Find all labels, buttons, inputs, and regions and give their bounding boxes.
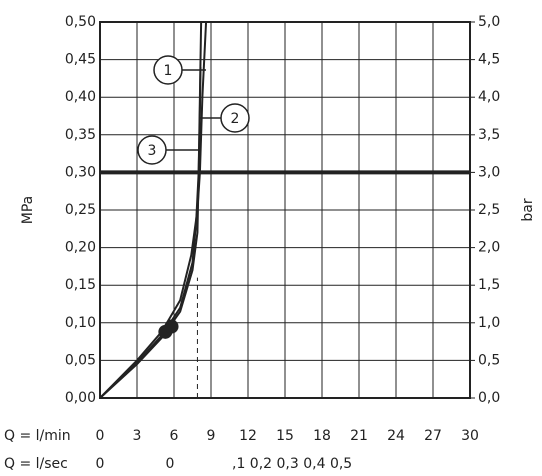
y2-tick-label: 4,5: [478, 52, 500, 68]
plot-frame: [99, 21, 471, 399]
series-label: 3: [148, 143, 157, 159]
x-tick-label: 12: [239, 428, 257, 444]
callout-circle: [220, 103, 250, 133]
callout-circle: [137, 135, 167, 165]
y-axis-title: MPa: [20, 196, 36, 224]
y2-tick-label: 4,0: [478, 89, 500, 105]
point: [164, 319, 179, 334]
y2-tick-label: 3,0: [478, 164, 500, 180]
y-tick-label: 0,40: [65, 89, 96, 105]
y-tick-label: 0,10: [65, 315, 96, 331]
y2-tick-label: 0,0: [478, 390, 500, 406]
x-tick-label: 15: [276, 428, 294, 444]
x-tick-label: 3: [133, 428, 142, 444]
series-label: 2: [231, 111, 240, 127]
y2-tick-label: 1,5: [478, 277, 500, 293]
callout-circle: [153, 55, 183, 85]
y-tick-label: 0,30: [65, 164, 96, 180]
y-tick-label: 0,05: [65, 352, 96, 368]
x-tick-label: 30: [461, 428, 479, 444]
x-tick-label: 9: [207, 428, 216, 444]
y-tick-label: 0,45: [65, 52, 96, 68]
y2-tick-label: 3,5: [478, 127, 500, 143]
secondary-x-text: 0: [96, 456, 105, 472]
y2-tick-label: 2,0: [478, 240, 500, 256]
x-tick-label: 24: [387, 428, 405, 444]
y-tick-label: 0,15: [65, 277, 96, 293]
x-tick-label: 0: [96, 428, 105, 444]
secondary-x-text: 0: [166, 456, 175, 472]
y2-axis-title: bar: [520, 198, 536, 221]
x-tick-label: 18: [313, 428, 331, 444]
y-tick-label: 0,50: [65, 14, 96, 30]
x-tick-label: 27: [424, 428, 442, 444]
x-tick-label: 21: [350, 428, 368, 444]
y2-tick-label: 2,5: [478, 202, 500, 218]
y2-tick-label: 1,0: [478, 315, 500, 331]
secondary-x-title: Q = l/sec: [4, 456, 68, 472]
y-tick-label: 0,20: [65, 240, 96, 256]
y-tick-label: 0,00: [65, 390, 96, 406]
curve: [99, 21, 208, 399]
y2-tick-label: 0,5: [478, 352, 500, 368]
secondary-x-text: ,1 0,2 0,3 0,4 0,5: [232, 456, 352, 472]
y-tick-label: 0,35: [65, 127, 96, 143]
x-axis-title: Q = l/min: [4, 428, 71, 444]
x-tick-label: 6: [170, 428, 179, 444]
y2-tick-label: 5,0: [478, 14, 500, 30]
curve: [99, 67, 202, 399]
y-tick-label: 0,25: [65, 202, 96, 218]
series-label: 1: [164, 63, 173, 79]
